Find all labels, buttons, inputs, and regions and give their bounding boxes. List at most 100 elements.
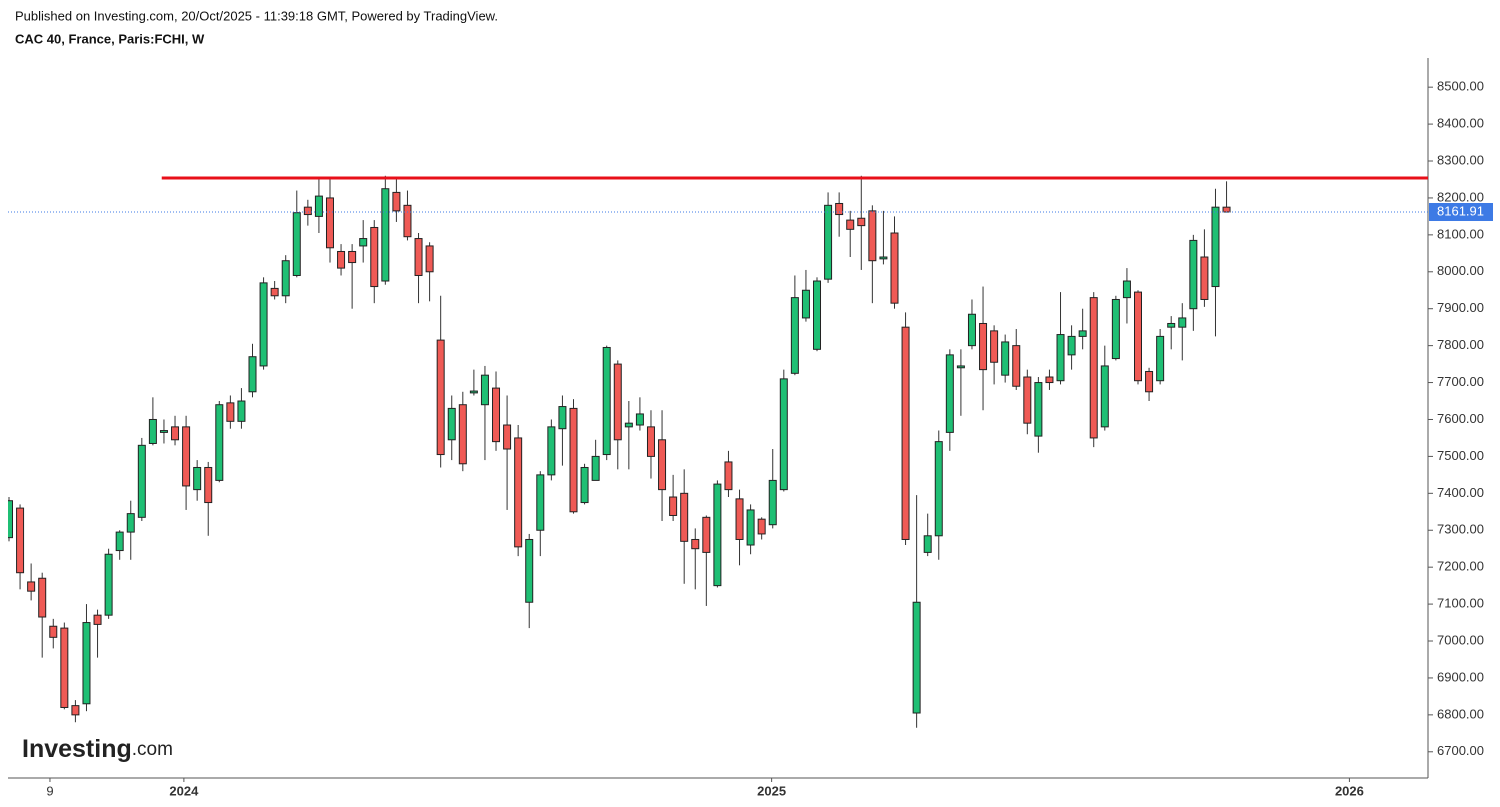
y-tick-label: 6700.00 — [1437, 743, 1484, 758]
candle-body — [1078, 330, 1087, 337]
candle-body — [193, 466, 202, 491]
candle-body — [480, 374, 489, 406]
candle-body — [945, 354, 954, 433]
candle-body — [580, 466, 589, 504]
candle-body — [591, 455, 600, 481]
logo-suffix: .com — [132, 739, 173, 760]
candle-body — [1222, 206, 1231, 213]
y-tick-label: 8400.00 — [1437, 116, 1484, 131]
y-tick-label: 7700.00 — [1437, 374, 1484, 389]
candle-body — [1001, 341, 1010, 376]
y-tick-label: 8100.00 — [1437, 226, 1484, 241]
candle-body — [370, 226, 379, 288]
y-tick-label: 8200.00 — [1437, 189, 1484, 204]
published-line: Published on Investing.com, 20/Oct/2025 … — [15, 8, 498, 23]
candle-body — [503, 424, 512, 450]
candle-body — [713, 483, 722, 587]
candle-body — [215, 404, 224, 481]
candle-body — [1145, 370, 1154, 393]
y-tick-label: 7300.00 — [1437, 522, 1484, 537]
candle-body — [691, 538, 700, 550]
candle-body — [436, 339, 445, 456]
last-price-box — [1429, 203, 1493, 222]
candle-body — [237, 400, 246, 422]
y-tick-label: 7100.00 — [1437, 596, 1484, 611]
candle-body — [492, 387, 501, 443]
candle-body — [1211, 206, 1220, 288]
candle-body — [60, 627, 69, 708]
candle-body — [458, 404, 467, 465]
x-tick-label: 2026 — [1335, 783, 1364, 798]
candle-body — [348, 250, 357, 264]
candle-body — [669, 496, 678, 516]
candle-body — [923, 535, 932, 553]
candle-body — [71, 705, 80, 716]
candle-body — [1034, 382, 1043, 437]
candle-body — [226, 402, 235, 422]
candle-body — [1111, 298, 1120, 360]
y-tick-label: 7000.00 — [1437, 632, 1484, 647]
candle-body — [813, 280, 822, 350]
candle-body — [1012, 345, 1021, 387]
candle-body — [303, 206, 312, 216]
candle-body — [1089, 297, 1098, 439]
candle-body — [680, 492, 689, 542]
candle-body — [646, 426, 655, 457]
candle-body — [890, 232, 899, 304]
y-tick-label: 6900.00 — [1437, 669, 1484, 684]
candle-body — [137, 444, 146, 518]
candle-body — [934, 441, 943, 537]
symbol-line: CAC 40, France, Paris:FCHI, W — [15, 31, 205, 46]
candle-body — [248, 356, 257, 393]
y-tick-label: 8300.00 — [1437, 152, 1484, 167]
candle-body — [270, 287, 279, 297]
y-tick-label: 7800.00 — [1437, 337, 1484, 352]
candle-body — [746, 509, 755, 546]
candle-body — [979, 322, 988, 371]
candle-body — [525, 538, 534, 603]
candle-body — [325, 197, 334, 249]
candle-body — [8, 500, 13, 539]
candle-body — [835, 202, 844, 216]
candle-body — [1056, 334, 1065, 382]
candle-body — [447, 407, 456, 441]
candle-body — [1134, 291, 1143, 382]
candle-body — [392, 191, 401, 212]
candle-body — [126, 513, 135, 533]
candle-body — [27, 581, 36, 592]
x-tick-label: 9 — [46, 783, 53, 798]
candle-body — [635, 413, 644, 426]
candle-body — [1023, 376, 1032, 424]
candle-body — [1067, 335, 1076, 356]
candle-body — [359, 238, 368, 247]
candle-body — [536, 474, 545, 531]
candle-body — [403, 204, 412, 238]
candle-body — [159, 430, 168, 433]
y-tick-label: 7400.00 — [1437, 485, 1484, 500]
candle-body — [82, 622, 91, 705]
candle-body — [314, 195, 323, 217]
candle-body — [514, 437, 523, 548]
candle-body — [104, 553, 113, 616]
candle-body — [569, 407, 578, 513]
candle-body — [1189, 239, 1198, 310]
candle-body — [1100, 365, 1109, 428]
candle-body — [613, 363, 622, 441]
candle-body — [93, 614, 102, 625]
candle-body — [658, 439, 667, 491]
y-tick-label: 7600.00 — [1437, 411, 1484, 426]
candle-body — [49, 625, 58, 638]
candle-body — [337, 250, 346, 269]
candle-body — [381, 188, 390, 282]
candle-body — [779, 378, 788, 491]
candle-body — [967, 313, 976, 347]
candle-body — [1156, 335, 1165, 382]
candle-body — [790, 297, 799, 374]
candle-body — [602, 346, 611, 456]
candle-body — [259, 282, 268, 367]
x-tick-label: 2025 — [757, 783, 786, 798]
candle-body — [868, 210, 877, 262]
candle-body — [115, 531, 124, 552]
candle-body — [857, 217, 866, 227]
candle-body — [1178, 317, 1187, 328]
